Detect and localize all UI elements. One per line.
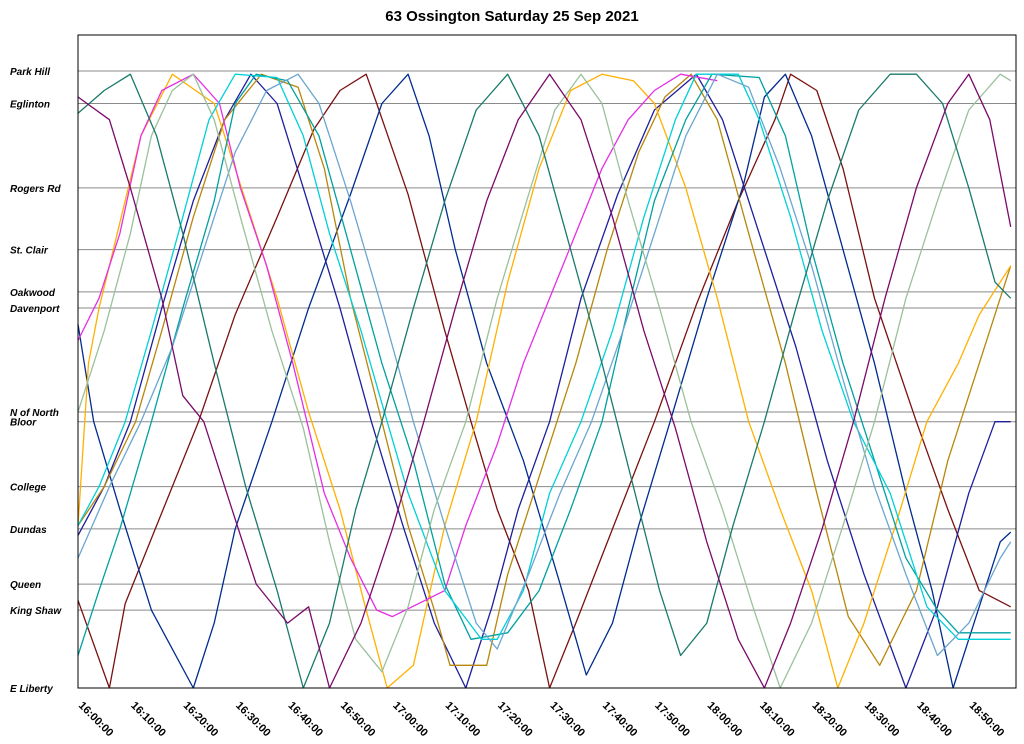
time-tick-label: 17:00:00	[390, 700, 430, 740]
time-tick-label: 16:20:00	[181, 700, 221, 740]
stop-label: Dundas	[10, 525, 47, 536]
trip-line-3	[77, 73, 1012, 666]
stop-label: Park Hill	[10, 67, 50, 78]
trip-series	[77, 73, 1012, 689]
stop-label: Eglinton	[10, 99, 50, 110]
stop-label: Queen	[10, 580, 41, 591]
time-tick-labels: 16:00:00 16:10:00 16:20:00 16:30:00 16:40:00…	[76, 700, 1006, 740]
time-tick-label: 16:00:00	[76, 700, 116, 740]
trip-line-5	[77, 73, 718, 618]
trip-line-1	[77, 73, 1012, 689]
stop-label: E Liberty	[10, 684, 53, 695]
trip-line-4	[77, 73, 1012, 689]
trip-line-7	[77, 73, 1011, 640]
time-tick-label: 18:20:00	[809, 700, 849, 740]
time-tick-label: 16:10:00	[128, 700, 168, 740]
trip-line-9	[77, 73, 1012, 689]
time-tick-label: 17:40:00	[600, 700, 640, 740]
time-tick-label: 17:50:00	[652, 700, 692, 740]
time-tick-label: 18:10:00	[757, 700, 797, 740]
time-tick-label: 16:40:00	[285, 700, 325, 740]
plot-frame	[77, 34, 1017, 689]
trip-line-10	[77, 73, 1012, 689]
time-tick-label: 17:10:00	[443, 700, 483, 740]
stop-label: Davenport	[10, 304, 60, 315]
time-tick-label: 18:40:00	[914, 700, 954, 740]
chart-title: 63 Ossington Saturday 25 Sep 2021	[385, 8, 638, 25]
trip-line-11	[77, 73, 1012, 689]
time-tick-label: 18:30:00	[862, 700, 902, 740]
time-tick-label: 16:30:00	[233, 700, 273, 740]
time-tick-label: 18:00:00	[705, 700, 745, 740]
time-tick-label: 16:50:00	[338, 700, 378, 740]
stop-label: N of North	[10, 408, 59, 419]
stop-labels: Park Hill Eglinton Rogers Rd St. Clair Oakwo…	[10, 67, 62, 695]
stop-label: Oakwood	[10, 288, 56, 299]
stop-label: King Shaw	[10, 606, 62, 617]
time-tick-label: 18:50:00	[967, 700, 1007, 740]
trip-line-8	[77, 73, 1012, 657]
trip-line-6	[77, 73, 1011, 656]
stop-label: Rogers Rd	[10, 184, 61, 195]
stop-label: St. Clair	[10, 246, 49, 257]
stop-label: College	[10, 483, 47, 494]
trip-line-0	[77, 73, 1011, 689]
stop-label: Bloor	[10, 418, 37, 429]
time-tick-label: 17:30:00	[547, 700, 587, 740]
time-tick-label: 17:20:00	[495, 700, 535, 740]
trip-line-2	[77, 73, 1011, 689]
